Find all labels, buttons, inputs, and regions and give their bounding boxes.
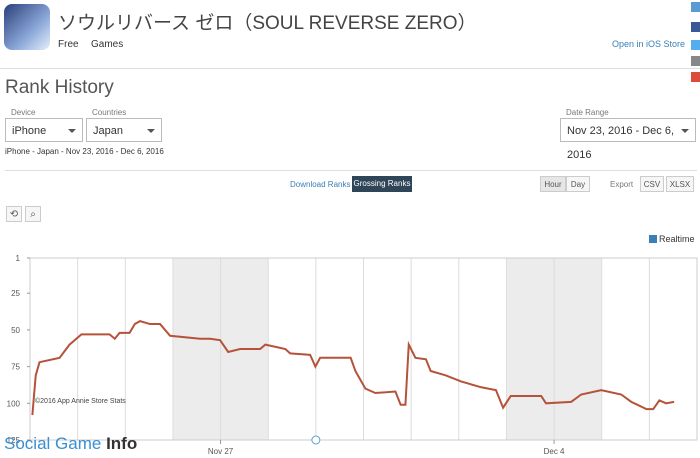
realtime-checkbox[interactable] xyxy=(649,235,657,243)
hour-button[interactable]: Hour xyxy=(540,176,566,192)
section-title: Rank History xyxy=(5,77,114,98)
date-range-select[interactable]: Nov 23, 2016 - Dec 6, 2016 xyxy=(560,118,696,161)
y-tick-label: 125 xyxy=(7,436,21,445)
watermark: Social Game Info xyxy=(4,434,137,454)
event-marker xyxy=(311,435,321,445)
date-range-label: Date Range xyxy=(566,108,609,117)
filter-summary: iPhone - Japan - Nov 23, 2016 - Dec 6, 2… xyxy=(5,147,164,156)
y-tick-label: 50 xyxy=(11,326,20,335)
rank-line xyxy=(31,320,675,416)
countries-label: Countries xyxy=(92,108,127,117)
price: Free xyxy=(58,39,79,50)
day-button[interactable]: Day xyxy=(566,176,590,192)
export-label: Export xyxy=(610,180,634,189)
mail-icon[interactable] xyxy=(691,56,700,66)
chart-credit: ©2016 App Annie Store Stats xyxy=(35,397,126,405)
category-link[interactable]: Games xyxy=(91,39,124,50)
app-title: ソウルリバース ゼロ（SOUL REVERSE ZERO） xyxy=(58,13,477,34)
xlsx-button[interactable]: XLSX xyxy=(666,176,694,192)
plot-frame xyxy=(29,257,698,441)
zoom-button[interactable]: ⌕ xyxy=(25,206,41,222)
y-tick-label: 25 xyxy=(11,289,20,298)
y-tick-label: 100 xyxy=(7,399,21,408)
country-select[interactable]: Japan xyxy=(86,118,162,142)
share-icon[interactable] xyxy=(691,2,700,12)
device-label: Device xyxy=(11,108,36,117)
twitter-icon[interactable] xyxy=(691,40,700,50)
csv-button[interactable]: CSV xyxy=(640,176,664,192)
facebook-icon[interactable] xyxy=(691,22,700,32)
grossing-ranks-tab[interactable]: Grossing Ranks xyxy=(352,176,412,192)
y-tick-label: 1 xyxy=(16,254,21,263)
realtime-label: Realtime xyxy=(659,234,695,244)
x-tick-label: Nov 27 xyxy=(208,447,234,456)
plus-icon[interactable] xyxy=(691,72,700,82)
watermark-text: Social Game xyxy=(4,434,102,453)
app-icon xyxy=(4,4,50,50)
watermark-text: Info xyxy=(106,434,138,453)
y-tick-label: 75 xyxy=(11,363,20,372)
download-ranks-tab[interactable]: Download Ranks xyxy=(290,180,351,189)
store-link[interactable]: Open in iOS Store xyxy=(612,39,686,49)
divider xyxy=(0,68,700,69)
divider xyxy=(5,170,697,171)
x-tick-label: Dec 4 xyxy=(544,447,565,456)
device-select[interactable]: iPhone xyxy=(5,118,83,142)
reset-zoom-button[interactable]: ⟲ xyxy=(6,206,22,222)
